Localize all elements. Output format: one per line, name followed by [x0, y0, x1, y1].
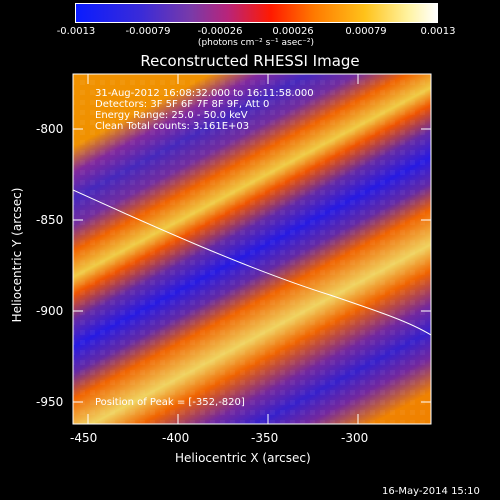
colorbar-tick: 0.00079	[345, 26, 387, 37]
peak-position: Position of Peak = [-352,-820]	[95, 397, 245, 408]
solar-limb	[73, 189, 431, 336]
x-axis-label: Heliocentric X (arcsec)	[175, 451, 311, 465]
colorbar-tick: 0.00026	[272, 26, 314, 37]
y-tick-label: -950	[36, 395, 64, 409]
colorbar-tick: -0.00026	[197, 26, 243, 37]
x-axis-ticks	[87, 74, 359, 424]
y-tick-label: -900	[36, 304, 64, 318]
colorbar-tick: 0.0013	[420, 26, 456, 37]
y-axis-ticks	[73, 128, 431, 403]
y-tick-label: -800	[36, 122, 64, 136]
x-tick-label: -450	[70, 431, 98, 445]
y-tick-label: -850	[36, 213, 64, 227]
image-title: Reconstructed RHESSI Image	[140, 52, 360, 70]
x-tick-label: -400	[162, 431, 190, 445]
colorbar	[75, 3, 438, 23]
info-detectors: Detectors: 3F 5F 6F 7F 8F 9F, Att 0	[95, 99, 270, 110]
colorbar-unit: (photons cm⁻² s⁻¹ asec⁻²)	[197, 38, 315, 48]
info-time: 31-Aug-2012 16:08:32.000 to 16:11:58.000	[95, 88, 314, 99]
colorbar-tick: -0.00079	[125, 26, 171, 37]
colorbar-tick: -0.0013	[56, 26, 96, 37]
y-axis-label: Heliocentric Y (arcsec)	[10, 187, 24, 323]
info-clean: Clean Total counts: 3.161E+03	[95, 121, 250, 132]
info-energy: Energy Range: 25.0 - 50.0 keV	[95, 110, 248, 121]
plot-frame	[72, 73, 432, 425]
x-tick-label: -300	[341, 431, 369, 445]
footer-timestamp: 16-May-2014 15:10	[382, 486, 480, 497]
x-tick-label: -350	[251, 431, 279, 445]
